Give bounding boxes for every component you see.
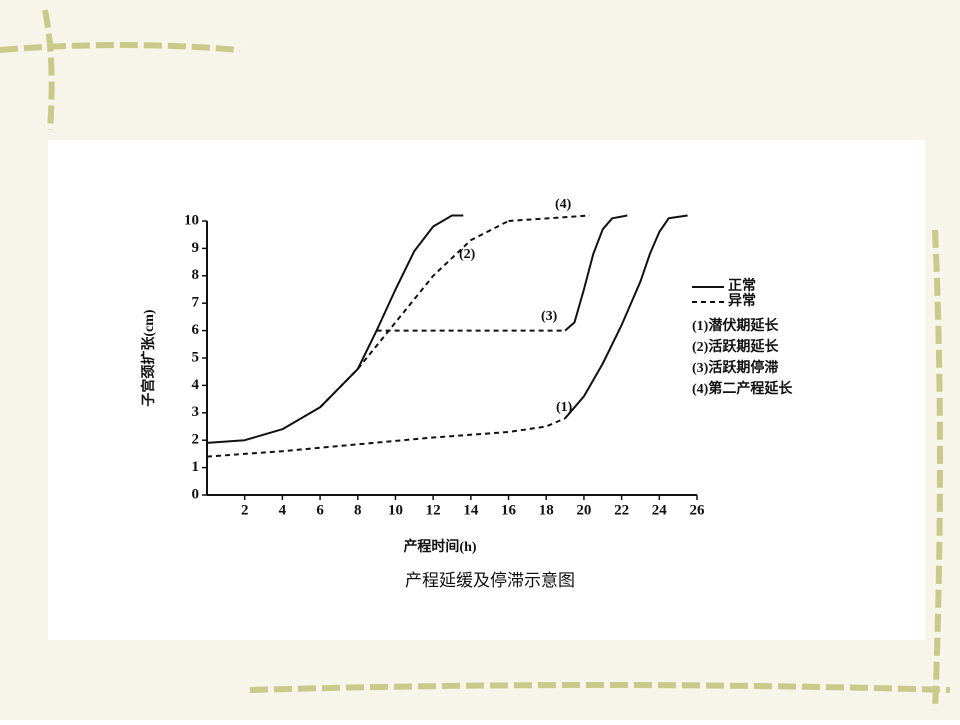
x-tick-label: 18 <box>539 502 554 518</box>
x-tick-label: 8 <box>354 502 362 518</box>
x-tick-label: 4 <box>279 502 287 518</box>
legend-label: 异常 <box>728 292 756 309</box>
x-tick-label: 26 <box>690 502 706 518</box>
legend-note: (1)潜伏期延长 <box>692 317 779 334</box>
chart-title: 产程延缓及停滞示意图 <box>405 571 575 590</box>
y-tick-label: 0 <box>192 486 200 502</box>
legend-note: (2)活跃期延长 <box>692 338 779 355</box>
legend-note: (3)活跃期停滞 <box>692 359 778 376</box>
y-tick-label: 8 <box>192 267 200 283</box>
y-tick-label: 4 <box>192 377 200 393</box>
curve <box>206 417 566 458</box>
x-tick-label: 6 <box>316 502 324 518</box>
x-tick-label: 2 <box>241 502 249 518</box>
annotation: (3) <box>541 309 558 324</box>
curve <box>508 214 590 222</box>
x-axis-label: 产程时间(h) <box>403 538 476 555</box>
x-tick-label: 10 <box>388 502 403 518</box>
y-tick-label: 3 <box>192 404 200 420</box>
curve <box>564 214 688 419</box>
x-tick-label: 24 <box>652 502 668 518</box>
x-tick-label: 14 <box>463 502 479 518</box>
vine-decoration <box>0 9 951 711</box>
x-tick-label: 22 <box>614 502 629 518</box>
chart-panel <box>48 140 925 640</box>
y-tick-label: 5 <box>192 349 200 365</box>
y-tick-label: 1 <box>192 459 200 475</box>
y-tick-label: 7 <box>192 295 200 311</box>
y-tick-label: 6 <box>192 322 200 338</box>
annotation: (4) <box>555 197 572 212</box>
y-tick-label: 9 <box>192 240 200 256</box>
legend-note: (4)第二产程延长 <box>692 380 793 397</box>
y-tick-label: 2 <box>192 432 200 448</box>
annotation: (1) <box>556 400 573 415</box>
y-axis-label: 子宫颈扩张(cm) <box>140 309 157 407</box>
x-tick-label: 16 <box>501 502 517 518</box>
y-tick-label: 10 <box>184 212 199 228</box>
legend-label: 正常 <box>728 277 756 294</box>
x-tick-label: 20 <box>576 502 591 518</box>
annotation: (2) <box>459 247 476 262</box>
x-tick-label: 12 <box>426 502 441 518</box>
curve <box>564 214 628 332</box>
